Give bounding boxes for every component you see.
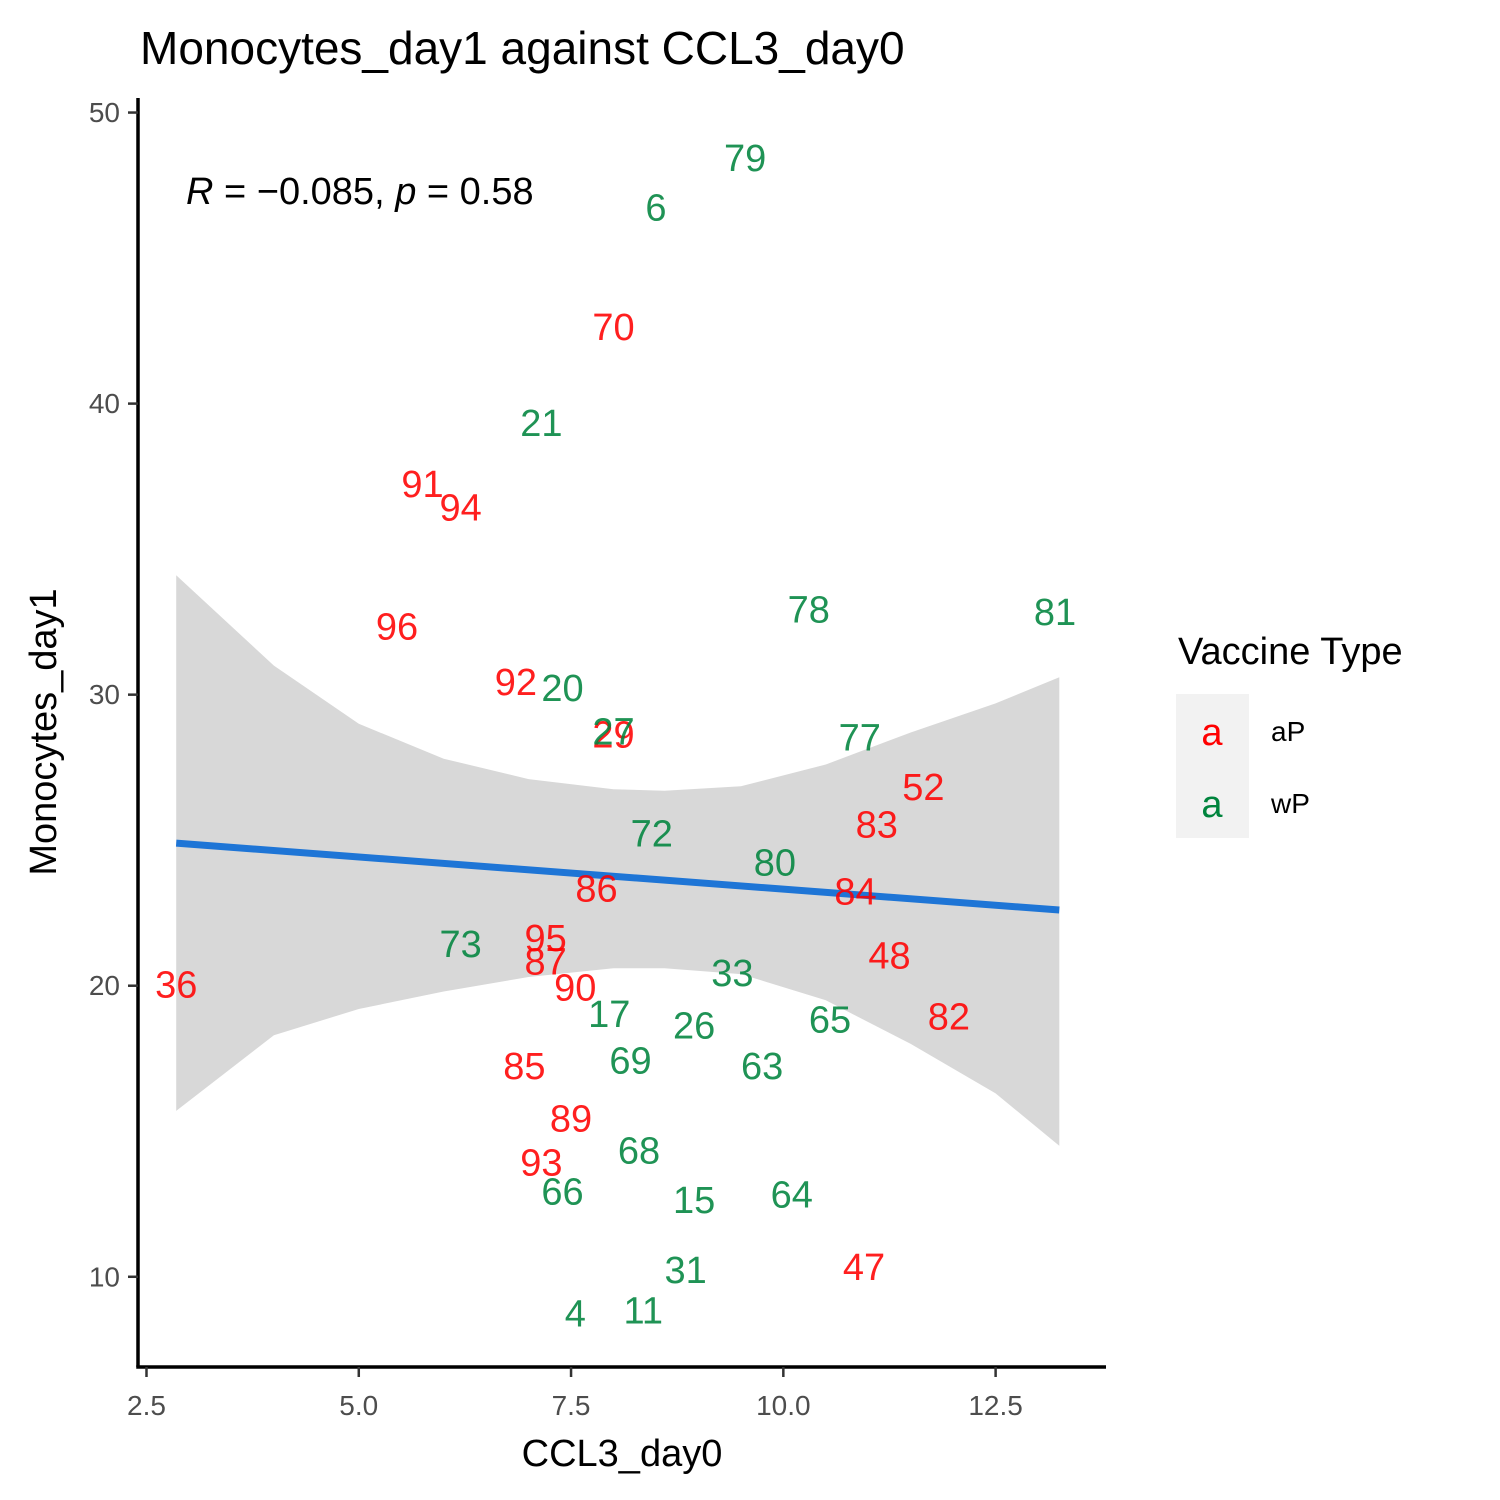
point-label-wp-33: 33 [711, 953, 753, 995]
point-label-wp-64: 64 [771, 1174, 813, 1216]
y-tick-label: 20 [89, 970, 120, 1001]
annotation-equals-2: = [416, 171, 459, 213]
point-label-wp-26: 26 [673, 1005, 715, 1047]
point-label-ap-82: 82 [928, 997, 970, 1039]
point-label-ap-52: 52 [902, 767, 944, 809]
point-label-ap-93: 93 [520, 1142, 562, 1184]
y-tick-label: 50 [89, 97, 120, 128]
y-tick-label: 40 [89, 388, 120, 419]
regression-line [175, 839, 1060, 914]
chart-title: Monocytes_day1 against CCL3_day0 [140, 22, 905, 74]
legend-key-wp-glyph: a [1201, 784, 1223, 826]
point-label-ap-92: 92 [495, 662, 537, 704]
annotation-r-value: −0.085 [257, 171, 374, 213]
annotation-p-value: 0.58 [460, 171, 534, 213]
point-label-wp-65: 65 [809, 1000, 851, 1042]
point-label-ap-91: 91 [401, 464, 443, 506]
point-label-wp-79: 79 [724, 138, 766, 180]
point-label-wp-21: 21 [520, 403, 562, 445]
point-label-ap-36: 36 [155, 965, 197, 1007]
legend-key-ap-glyph: a [1201, 712, 1223, 754]
y-tick-label: 30 [89, 679, 120, 710]
point-label-ap-86: 86 [575, 869, 617, 911]
legend-key-background [1176, 694, 1249, 838]
point-label-wp-72: 72 [631, 813, 673, 855]
annotation-r-symbol: R [186, 171, 213, 213]
point-label-ap-95: 95 [524, 918, 566, 960]
legend-label-ap: aP [1271, 716, 1305, 747]
point-label-ap-90: 90 [554, 968, 596, 1010]
point-label-ap-94: 94 [440, 487, 482, 529]
point-label-wp-31: 31 [665, 1250, 707, 1292]
point-label-ap-89: 89 [550, 1099, 592, 1141]
point-label-ap-48: 48 [868, 936, 910, 978]
point-label-wp-80: 80 [754, 842, 796, 884]
point-label-wp-78: 78 [788, 589, 830, 631]
annotation-comma: , [374, 171, 395, 213]
x-tick-label: 7.5 [552, 1390, 591, 1421]
annotation-p-symbol: p [394, 171, 416, 213]
legend-title: Vaccine Type [1178, 631, 1403, 673]
point-label-wp-17: 17 [588, 994, 630, 1036]
x-axis-title: CCL3_day0 [522, 1433, 723, 1475]
point-label-wp-66: 66 [541, 1171, 583, 1213]
point-label-ap-47: 47 [843, 1247, 885, 1289]
y-tick-label: 10 [89, 1261, 120, 1292]
point-label-wp-81: 81 [1034, 592, 1076, 634]
point-label-wp-63: 63 [741, 1046, 783, 1088]
axis-ticks: 2.5 5.0 7.5 10.0 12.5 10 20 30 40 50 [89, 97, 1023, 1421]
x-tick-label: 10.0 [756, 1390, 811, 1421]
legend-label-wp: wP [1270, 788, 1310, 819]
point-label-wp-73: 73 [440, 924, 482, 966]
y-axis-title: Monocytes_day1 [23, 588, 65, 875]
point-label-wp-11: 11 [624, 1291, 663, 1333]
point-label-wp-68: 68 [618, 1131, 660, 1173]
point-label-ap-29: 29 [592, 714, 634, 756]
confidence-band [176, 575, 1060, 1146]
x-tick-label: 12.5 [968, 1390, 1023, 1421]
point-label-ap-83: 83 [856, 805, 898, 847]
legend: Vaccine Type a aP a wP [1176, 631, 1403, 838]
point-label-wp-69: 69 [609, 1040, 651, 1082]
point-label-wp-15: 15 [673, 1180, 715, 1222]
x-tick-label: 2.5 [127, 1390, 166, 1421]
point-label-ap-87: 87 [524, 941, 566, 983]
point-label-ap-85: 85 [503, 1046, 545, 1088]
point-label-wp-6: 6 [645, 188, 666, 230]
point-label-wp-4: 4 [565, 1294, 586, 1336]
point-label-ap-96: 96 [376, 607, 418, 649]
correlation-annotation: R = −0.085, p = 0.58 [186, 171, 534, 213]
point-label-ap-84: 84 [834, 872, 876, 914]
point-label-wp-77: 77 [839, 717, 881, 759]
point-label-wp-20: 20 [541, 668, 583, 710]
point-label-wp-27: 27 [592, 712, 634, 754]
point-label-ap-70: 70 [592, 307, 634, 349]
x-tick-label: 5.0 [339, 1390, 378, 1421]
annotation-equals: = [213, 171, 256, 213]
